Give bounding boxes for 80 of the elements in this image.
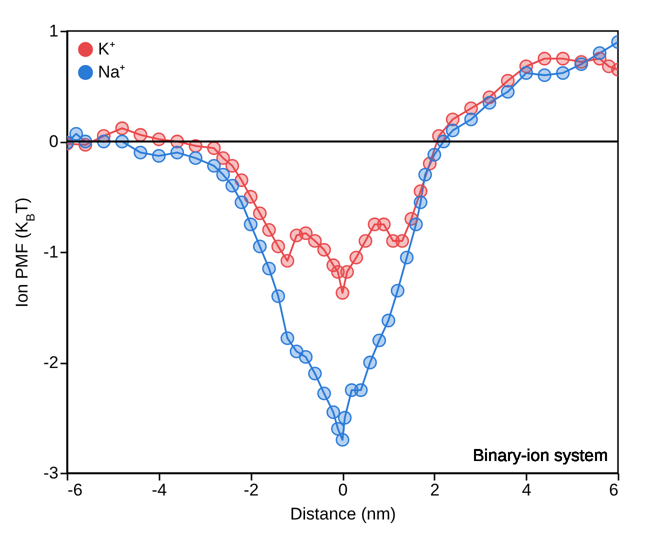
point: [308, 234, 322, 248]
point: [253, 206, 267, 220]
point: [115, 121, 129, 136]
point: [207, 159, 221, 173]
point: [382, 314, 396, 328]
point: [500, 74, 515, 88]
legend-label: K⁺: [98, 40, 116, 58]
y-tick-label: 1: [49, 22, 58, 40]
point: [225, 159, 240, 173]
point: [446, 124, 460, 138]
point: [262, 223, 276, 237]
point: [244, 218, 258, 232]
point: [134, 128, 148, 142]
point: [262, 262, 276, 276]
point: [414, 184, 428, 198]
x-tick-label: 4: [522, 480, 532, 500]
point: [464, 102, 478, 116]
point: [409, 218, 423, 232]
point: [69, 126, 84, 141]
point: [225, 178, 240, 193]
point: [363, 356, 377, 370]
point: [340, 265, 354, 279]
point: [253, 240, 267, 254]
point: [134, 146, 148, 160]
point: [317, 386, 331, 400]
point: [556, 52, 570, 66]
point: [428, 148, 442, 162]
point: [358, 234, 372, 248]
point: [538, 68, 552, 82]
x-tick-label: -4: [152, 480, 167, 500]
point: [400, 250, 414, 264]
point: [464, 112, 478, 126]
point: [331, 422, 345, 436]
point: [372, 334, 386, 348]
point: [207, 141, 221, 155]
point: [390, 284, 404, 298]
point: [308, 366, 322, 380]
point: [336, 286, 350, 300]
point: [216, 168, 230, 182]
point: [188, 151, 202, 165]
point: [317, 242, 331, 257]
x-tick-label: 6: [609, 480, 618, 500]
point: [349, 250, 364, 264]
point: [280, 331, 294, 345]
point: [519, 66, 533, 80]
point: [298, 350, 313, 364]
x-tick-label: -2: [244, 480, 259, 500]
point: [336, 433, 350, 447]
point: [556, 66, 570, 80]
point: [271, 289, 286, 304]
point: [326, 405, 340, 420]
x-tick-label: -6: [68, 480, 83, 500]
point: [170, 146, 184, 160]
point: [298, 226, 313, 240]
point: [234, 195, 248, 210]
point: [482, 96, 496, 110]
point: [271, 240, 286, 254]
point: [338, 410, 352, 425]
point: [354, 383, 368, 397]
point: [500, 84, 515, 99]
legend-label: Na⁺: [98, 62, 126, 82]
point: [414, 195, 428, 210]
point: [216, 151, 230, 165]
point: [418, 168, 432, 182]
point: [280, 254, 294, 268]
x-tick-label: 0: [338, 480, 348, 500]
y-tick-label: 0: [49, 132, 58, 151]
point: [152, 149, 166, 163]
point: [395, 234, 410, 248]
point: [290, 344, 304, 358]
y-tick-label: -1: [43, 242, 58, 262]
point: [538, 52, 552, 66]
y-tick-label: -3: [43, 464, 58, 482]
x-tick-label: 2: [430, 480, 440, 500]
point: [377, 218, 391, 232]
point: [446, 112, 460, 126]
y-tick-label: -2: [43, 353, 58, 372]
point: [592, 46, 606, 60]
x-axis-title: Distance (nm): [290, 504, 396, 524]
annotation: Binary-ion system: [472, 446, 608, 465]
